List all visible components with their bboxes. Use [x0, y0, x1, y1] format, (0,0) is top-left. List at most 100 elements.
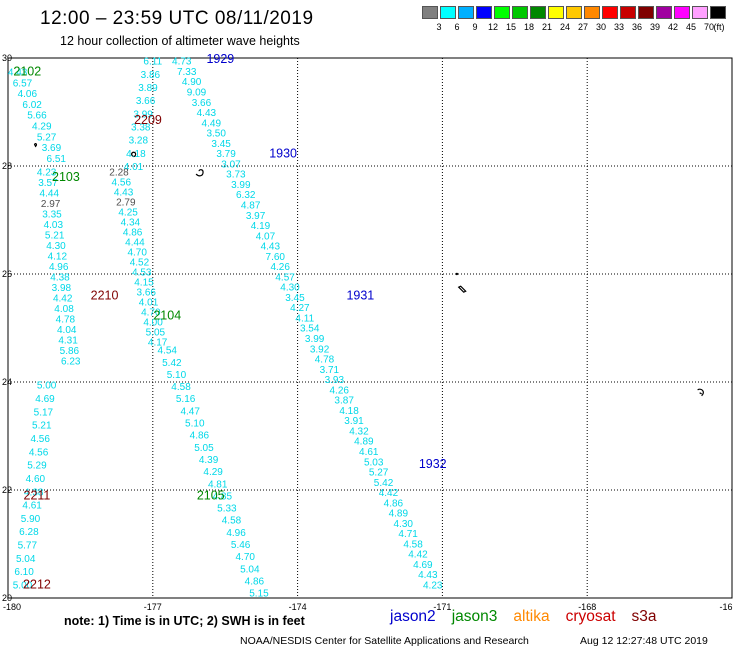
wave-height-value: 2.28 [109, 167, 129, 178]
pass-id-label: 2211 [24, 488, 51, 502]
wave-height-value: 4.23 [37, 167, 57, 178]
island-outline [130, 151, 137, 158]
wave-height-value: 7.60 [266, 252, 286, 263]
wave-height-value: 4.18 [339, 406, 359, 417]
wave-height-value: 5.00 [37, 381, 57, 392]
legend-swatch [512, 6, 528, 19]
legend-swatch [602, 6, 618, 19]
wave-height-value: 4.32 [349, 426, 369, 437]
legend-label: 24 [559, 22, 570, 32]
wave-height-value: 3.66 [137, 287, 157, 298]
legend-label: 30 [595, 22, 606, 32]
pass-id-label: 1930 [269, 147, 297, 161]
wave-height-value: 5.90 [21, 514, 41, 525]
wave-height-value: 4.23 [423, 581, 443, 592]
wave-height-value: 3.07 [221, 159, 241, 170]
wave-height-value: 4.29 [203, 467, 223, 478]
latitude-tick-label: 28 [2, 161, 12, 171]
pass-id-label: 1929 [206, 52, 234, 66]
wave-height-value: 4.29 [32, 122, 52, 133]
wave-height-value: 5.29 [27, 461, 47, 472]
wave-height-value: 2.79 [116, 197, 136, 208]
wave-height-value: 5.66 [27, 111, 47, 122]
page-subtitle: 12 hour collection of altimeter wave hei… [60, 34, 300, 48]
longitude-tick-label: -168 [578, 602, 596, 612]
wave-height-value: 3.86 [141, 70, 161, 81]
wave-height-value: 5.21 [32, 421, 52, 432]
wave-height-value: 4.47 [180, 406, 200, 417]
wave-height-value: 3.99 [231, 180, 251, 191]
longitude-tick-label: -174 [289, 602, 307, 612]
wave-height-value: 3.79 [216, 149, 236, 160]
wave-height-value: 4.58 [171, 382, 191, 393]
wave-height-value: 4.19 [251, 221, 271, 232]
wave-height-value: 5.42 [162, 358, 182, 369]
wave-height-value: 5.77 [18, 541, 38, 552]
island-outline [33, 142, 37, 148]
wave-height-value: 4.70 [141, 307, 161, 318]
mission-legend-s3a: s3a [631, 608, 657, 625]
island-outline [457, 285, 467, 293]
longitude-tick-label: -171 [433, 602, 451, 612]
legend-swatch [458, 6, 474, 19]
mission-legend-jason3: jason3 [451, 608, 498, 625]
wave-height-value: 4.30 [393, 519, 413, 530]
generated-timestamp: Aug 12 12:27:48 UTC 2019 [580, 635, 708, 647]
legend-label: 42 [667, 22, 678, 32]
wave-height-value: 4.71 [398, 529, 418, 540]
legend-label: 70 [703, 22, 714, 32]
wave-height-value: 4.58 [222, 516, 242, 527]
wave-height-value: 2.97 [41, 199, 61, 210]
wave-height-value: 4.54 [158, 346, 178, 357]
wave-height-value: 3.91 [344, 416, 364, 427]
wave-height-value: 4.44 [40, 188, 60, 199]
wave-height-value: 3.45 [285, 293, 305, 304]
legend-label: 3 [436, 22, 442, 32]
wave-height-value: 3.89 [138, 83, 158, 94]
wave-height-value: 4.08 [54, 304, 74, 315]
wave-height-value: 6.32 [236, 190, 256, 201]
wave-height-value: 3.66 [136, 96, 156, 107]
wave-height-value: 4.07 [256, 231, 276, 242]
wave-height-value: 3.92 [310, 344, 330, 355]
legend-label: 18 [523, 22, 534, 32]
wave-height-value: 3.73 [226, 170, 246, 181]
wave-height-value: 5.00 [13, 581, 33, 592]
legend-label: 15 [505, 22, 516, 32]
wave-height-value: 4.81 [208, 479, 228, 490]
wave-height-value: 3.35 [42, 209, 62, 220]
wave-height-value: 6.10 [14, 567, 34, 578]
wave-height-value: 4.78 [315, 355, 335, 366]
wave-height-value: 4.18 [126, 149, 146, 160]
legend-label: 27 [577, 22, 588, 32]
island-outline [697, 388, 704, 397]
wave-height-value: 3.50 [206, 129, 226, 140]
legend-swatch [440, 6, 456, 19]
wave-height-value: 4.30 [46, 241, 66, 252]
longitude-tick-label: -180 [3, 602, 21, 612]
mission-legend-jason2: jason2 [390, 608, 436, 625]
legend-label: 6 [454, 22, 460, 32]
wave-height-value: 4.61 [22, 501, 42, 512]
wave-height-value: 4.85 [213, 491, 233, 502]
wave-height-value: 4.56 [29, 447, 49, 458]
wave-height-value: 5.46 [231, 540, 251, 551]
pass-id-label: 2209 [134, 113, 162, 127]
mission-legend: jason2 jason3 altika cryosat s3a [390, 608, 673, 626]
wave-height-value: 5.05 [146, 327, 166, 338]
legend-swatch [494, 6, 510, 19]
wave-height-value: 4.30 [280, 283, 300, 294]
wave-height-value: 4.57 [275, 272, 295, 283]
wave-height-value: 5.16 [176, 394, 196, 405]
latitude-tick-label: 20 [2, 593, 12, 603]
wave-height-value: 3.99 [133, 109, 153, 120]
wave-height-value: 5.04 [240, 564, 260, 575]
wave-height-value: 4.38 [24, 487, 44, 498]
wave-height-value: 3.45 [211, 139, 231, 150]
island-dot [455, 272, 459, 276]
wave-height-value: 6.11 [143, 57, 162, 68]
wave-height-value: 5.04 [16, 554, 36, 565]
mission-legend-cryosat: cryosat [565, 608, 616, 625]
wave-height-value: 4.43 [197, 108, 217, 119]
legend-swatch [674, 6, 690, 19]
